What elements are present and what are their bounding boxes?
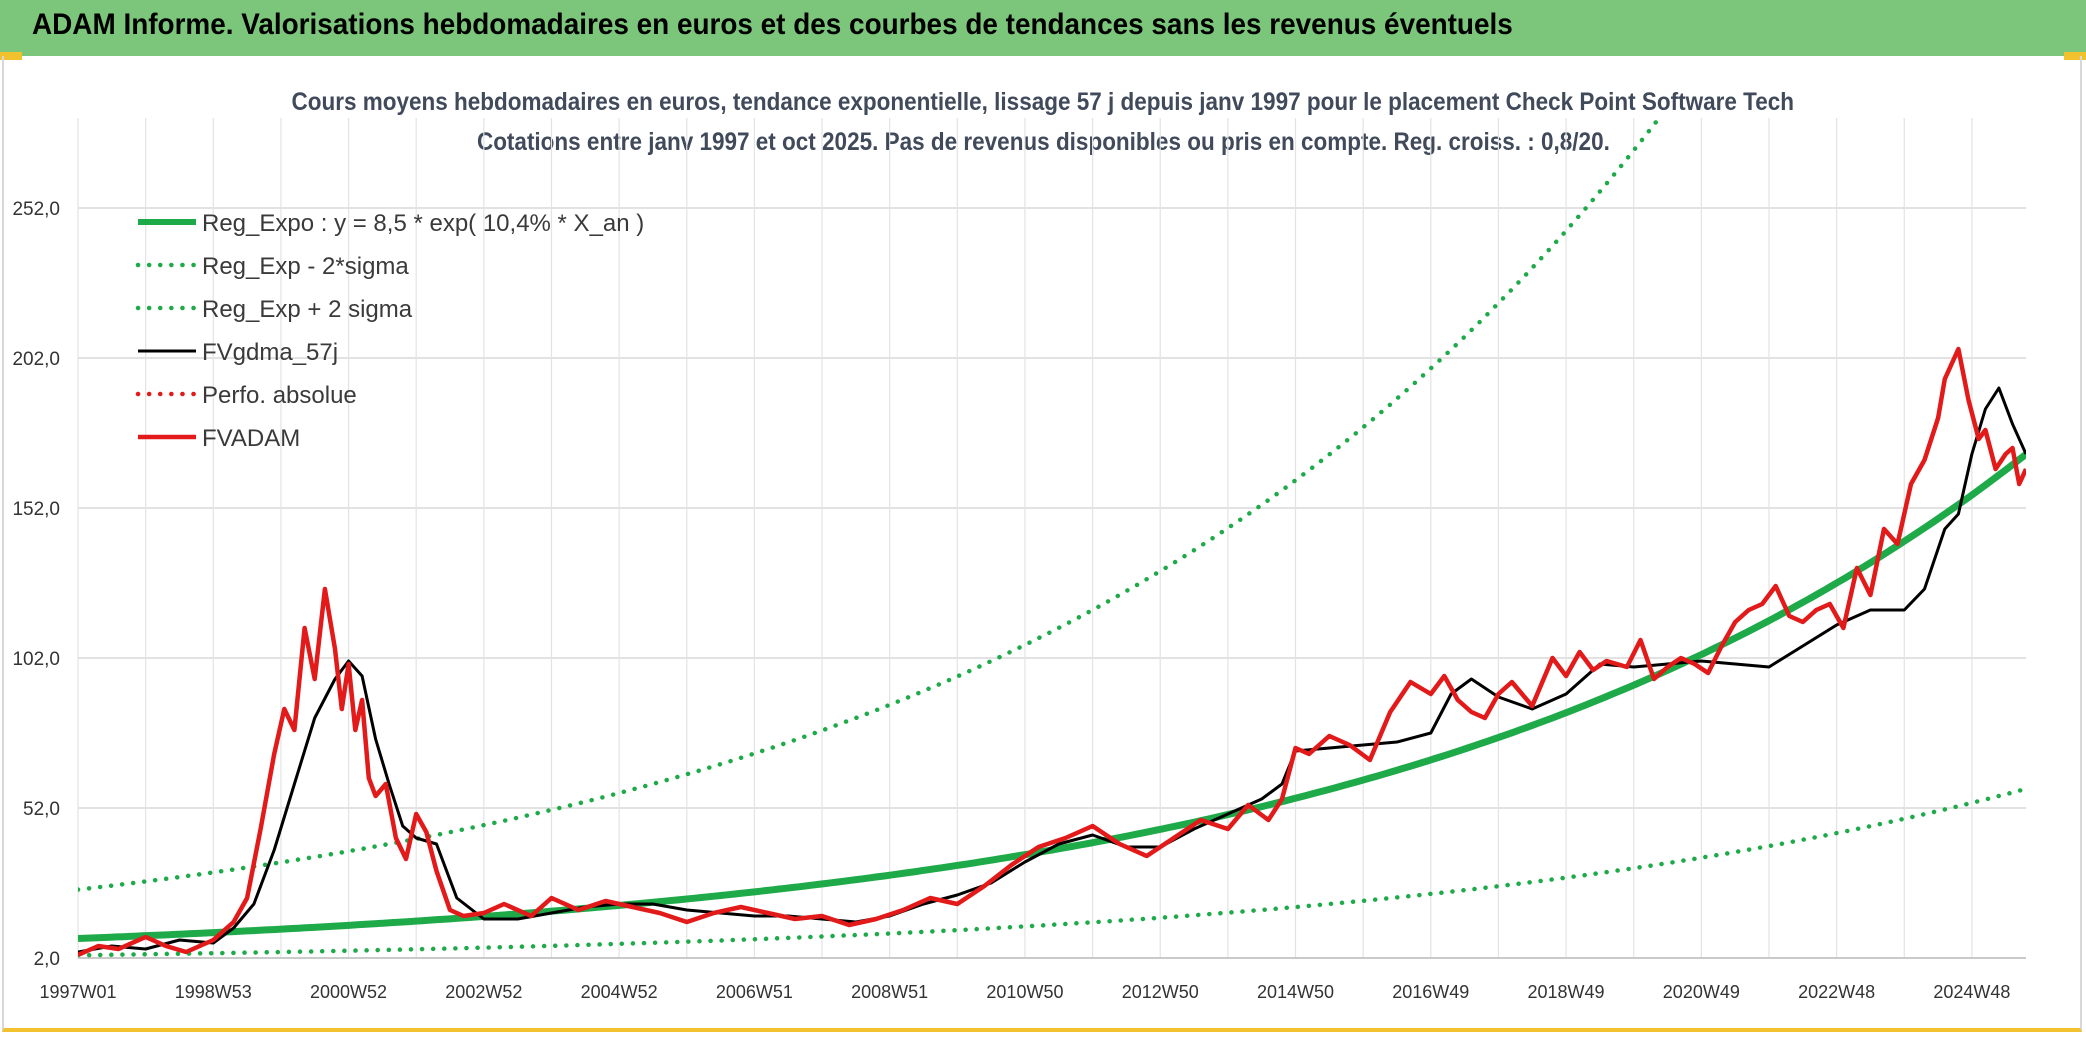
x-tick-label: 2008W51 (851, 982, 928, 1002)
series-line-5 (78, 346, 2026, 958)
y-tick-label: 252,0 (12, 199, 60, 220)
page-title: ADAM Informe. Valorisations hebdomadaire… (32, 8, 1513, 41)
legend: Reg_Expo : y = 8,5 * exp( 10,4% * X_an )… (135, 210, 644, 452)
y-tick-label: 2,0 (34, 949, 60, 970)
x-tick-label: 2014W50 (1257, 982, 1334, 1002)
series-line-3 (78, 386, 2026, 954)
y-tick-label: 202,0 (12, 349, 60, 370)
grid-lines (77, 118, 2026, 959)
x-tick-label: 2018W49 (1528, 982, 1605, 1002)
y-axis-ticks: 2,0 52,0 102,0 152,0 202,0 252,0 (12, 199, 60, 970)
series-line-0 (78, 451, 2026, 942)
corner-accent-left (0, 52, 22, 60)
legend-label: Perfo. absolue (202, 382, 357, 409)
x-tick-label: 2000W52 (310, 982, 387, 1002)
series-lines (78, 118, 2026, 958)
x-tick-label: 2020W49 (1663, 982, 1740, 1002)
legend-label: Reg_Exp - 2*sigma (202, 253, 409, 280)
chart-subtitle: Cotations entre janv 1997 et oct 2025. P… (476, 128, 1610, 156)
y-tick-label: 52,0 (23, 799, 60, 820)
title-banner: ADAM Informe. Valorisations hebdomadaire… (0, 0, 2086, 56)
x-tick-label: 2016W49 (1392, 982, 1469, 1002)
legend-label: FVgdma_57j (202, 339, 338, 366)
y-tick-label: 102,0 (12, 649, 60, 670)
series-line-2 (78, 118, 1662, 892)
chart-title: Cours moyens hebdomadaires en euros, ten… (291, 88, 1795, 116)
series-line-1 (78, 786, 2026, 958)
x-tick-label: 2024W48 (1933, 982, 2010, 1002)
legend-label: Reg_Exp + 2 sigma (202, 296, 413, 323)
legend-label: Reg_Expo : y = 8,5 * exp( 10,4% * X_an ) (202, 210, 644, 237)
x-tick-label: 2004W52 (581, 982, 658, 1002)
x-tick-label: 2022W48 (1798, 982, 1875, 1002)
x-tick-label: 1998W53 (175, 982, 252, 1002)
corner-accent-right (2064, 52, 2086, 60)
chart-frame (2, 56, 2082, 1032)
x-tick-label: 2002W52 (445, 982, 522, 1002)
x-axis-ticks: 1997W01 1998W53 2000W52 2002W52 2004W52 2006W… (39, 982, 2010, 1002)
y-tick-label: 152,0 (12, 499, 60, 520)
legend-label: FVADAM (202, 425, 300, 452)
x-tick-label: 1997W01 (39, 982, 116, 1002)
x-tick-label: 2010W50 (986, 982, 1063, 1002)
x-tick-label: 2006W51 (716, 982, 793, 1002)
x-tick-label: 2012W50 (1122, 982, 1199, 1002)
